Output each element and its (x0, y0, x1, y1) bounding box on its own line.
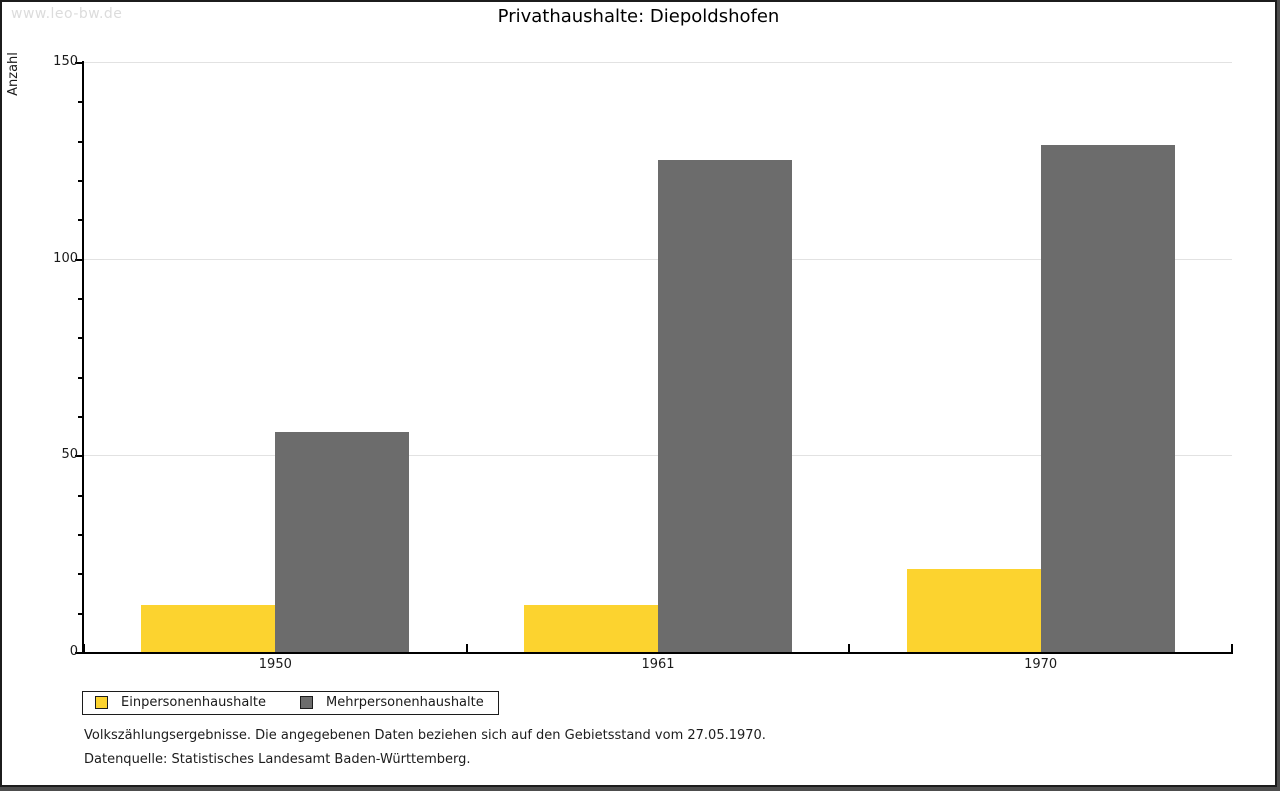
legend-item-mehrpersonenhaushalte: Mehrpersonenhaushalte (300, 695, 484, 710)
x-category-label: 1970 (1024, 657, 1058, 672)
y-tick-minor (78, 219, 83, 222)
y-tick-minor (78, 573, 83, 576)
bar-1970-einpersonenhaushalte (906, 569, 1041, 652)
y-tick-minor (78, 180, 83, 182)
footnote-data-source: Datenquelle: Statistisches Landesamt Bad… (84, 752, 471, 767)
y-tick-label: 50 (61, 447, 78, 463)
chart-title: Privathaushalte: Diepoldshofen (497, 6, 780, 27)
x-axis-tick (83, 644, 85, 652)
x-axis-tick (465, 644, 468, 652)
y-tick-major (75, 62, 83, 64)
y-tick-label: 150 (53, 54, 78, 69)
legend-label: Mehrpersonenhaushalte (326, 695, 484, 710)
y-gridline (84, 62, 1232, 63)
x-axis-tick (848, 644, 851, 652)
y-tick-major (75, 258, 83, 261)
x-axis-line (82, 652, 1233, 654)
legend-swatch-yellow (95, 696, 108, 709)
chart-legend: Einpersonenhaushalte Mehrpersonenhaushal… (82, 691, 499, 715)
y-tick-minor (78, 376, 83, 379)
legend-swatch-gray (300, 696, 313, 709)
x-category-label: 1950 (258, 657, 292, 672)
y-tick-major (75, 652, 83, 654)
y-tick-minor (78, 337, 83, 340)
legend-label: Einpersonenhaushalte (121, 695, 266, 710)
y-tick-minor (78, 416, 83, 418)
y-tick-label: 0 (69, 644, 78, 659)
x-category-label: 1961 (641, 657, 675, 672)
bar-1961-einpersonenhaushalte (524, 604, 658, 652)
bar-1950-mehrpersonenhaushalte (275, 431, 410, 652)
watermark-text: www.leo-bw.de (11, 6, 123, 22)
y-tick-minor (78, 101, 83, 104)
bar-1950-einpersonenhaushalte (141, 604, 276, 652)
bar-1961-mehrpersonenhaushalte (658, 160, 792, 652)
y-tick-label: 100 (53, 250, 78, 266)
bar-1970-mehrpersonenhaushalte (1040, 144, 1175, 652)
y-tick-major (75, 455, 83, 458)
y-tick-minor (78, 612, 83, 615)
y-tick-minor (78, 140, 83, 143)
legend-item-einpersonenhaushalte: Einpersonenhaushalte (95, 695, 266, 710)
y-tick-minor (78, 534, 83, 536)
x-axis-tick (1231, 644, 1233, 652)
footnote-source-note: Volkszählungsergebnisse. Die angegebenen… (84, 728, 766, 743)
y-axis-line (82, 61, 84, 653)
y-tick-minor (78, 494, 83, 497)
y-tick-minor (78, 298, 83, 300)
